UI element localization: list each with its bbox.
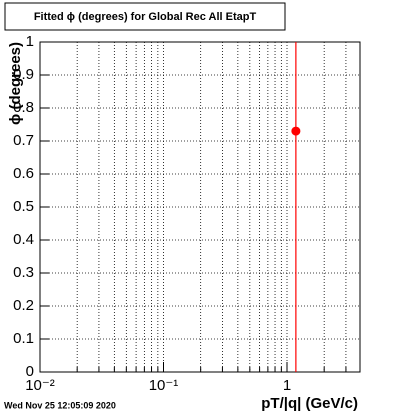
y-tick-label: 0.8: [13, 99, 34, 116]
y-tick-label: 1: [26, 33, 34, 50]
timestamp: Wed Nov 25 12:05:09 2020: [4, 400, 116, 410]
point: [291, 126, 301, 136]
y-tick-label: 0.4: [13, 231, 34, 248]
y-tick-label: 0.3: [13, 264, 34, 281]
y-tick-label: 0.5: [13, 198, 34, 215]
x-tick-label: 1: [283, 377, 291, 394]
chart-title: Fitted ϕ (degrees) for Global Rec All Et…: [34, 11, 257, 23]
y-axis-label: ϕ (degrees): [7, 42, 24, 125]
x-axis-label: pT/|q| (GeV/c): [261, 395, 358, 412]
x-tick-label: 10⁻¹: [149, 377, 179, 394]
y-tick-label: 0.9: [13, 66, 34, 83]
y-tick-label: 0.1: [13, 330, 34, 347]
title-box: [4, 2, 286, 31]
x-tick-label: 10⁻²: [25, 377, 55, 394]
y-tick-label: 0.6: [13, 165, 34, 182]
y-tick-label: 0: [26, 363, 34, 380]
y-tick-label: 0.7: [13, 132, 34, 149]
plot-frame: [39, 41, 361, 373]
y-tick-label: 0.2: [13, 297, 34, 314]
